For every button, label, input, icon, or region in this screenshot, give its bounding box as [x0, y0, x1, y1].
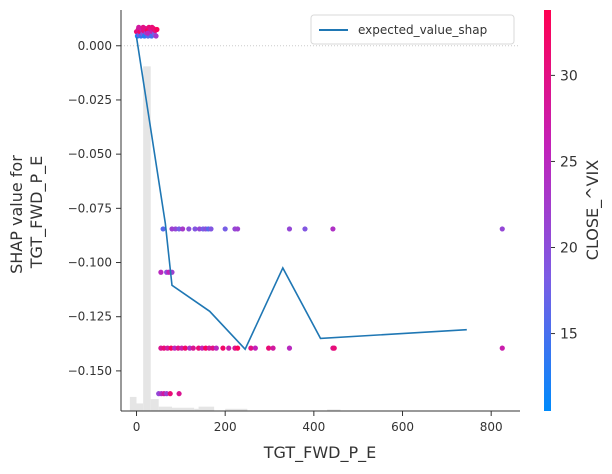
data-point [330, 226, 336, 232]
data-point [145, 30, 151, 36]
data-point [286, 345, 293, 351]
data-point [499, 226, 505, 232]
expected-value-line [135, 36, 467, 351]
colorbar: 15 20 25 30 CLOSE_^VIX [544, 10, 603, 411]
data-point [153, 33, 159, 39]
histogram-bar [327, 409, 341, 411]
x-tick-label: 800 [480, 420, 503, 434]
y-tick-label: −0.150 [68, 364, 112, 378]
colorbar-label: CLOSE_^VIX [583, 160, 603, 260]
y-tick-label: −0.025 [68, 93, 112, 107]
histogram-bar [198, 406, 215, 411]
x-tick-label: 600 [391, 420, 414, 434]
data-point [140, 24, 146, 30]
data-point [226, 345, 232, 351]
y-axis-ticks: 0.000 −0.025 −0.050 −0.075 −0.100 −0.125 −0.15… [68, 39, 121, 378]
histogram-bar [158, 406, 172, 411]
y-tick-label: −0.125 [68, 310, 112, 324]
data-point [192, 226, 198, 232]
data-point [149, 24, 155, 30]
data-point [154, 26, 160, 33]
data-point [158, 269, 164, 275]
data-point [266, 345, 272, 351]
legend-label: expected_value_shap [358, 23, 487, 37]
legend-box [310, 14, 515, 45]
data-point [176, 391, 182, 397]
histogram-bar [136, 403, 144, 411]
data-point [234, 345, 241, 351]
histogram-bar [129, 396, 137, 411]
data-point [160, 226, 166, 232]
data-point [499, 345, 505, 351]
data-point [182, 345, 188, 351]
x-tick-label: 200 [214, 420, 237, 434]
data-point [252, 345, 258, 351]
data-point [234, 226, 241, 232]
y-axis-label: SHAP value for TGT_FWD_P_E [7, 150, 47, 274]
colorbar-gradient [544, 10, 551, 411]
x-tick-label: 400 [302, 420, 325, 434]
colorbar-tick-label: 20 [560, 241, 578, 257]
data-point [190, 345, 196, 351]
data-point [208, 226, 214, 232]
histogram-bar [150, 399, 159, 411]
data-point [331, 345, 337, 351]
data-point [213, 345, 219, 351]
histogram [129, 66, 341, 412]
data-point [302, 226, 308, 232]
colorbar-tick-label: 30 [560, 68, 578, 84]
x-axis-label: TGT_FWD_P_E [263, 443, 376, 463]
data-point [136, 24, 142, 30]
histogram-bar [171, 407, 195, 411]
histogram-bar [225, 408, 248, 411]
x-axis-ticks: 0 200 400 600 800 [133, 411, 503, 434]
scatter-points [133, 24, 505, 397]
data-point [286, 226, 293, 232]
data-point [180, 226, 186, 232]
axes: 0 200 400 600 800 0.000 −0.025 −0.050 −0.075 −0.… [68, 10, 520, 434]
y-axis-label-line-1: SHAP value for [7, 155, 26, 274]
x-tick-label: 0 [133, 420, 141, 434]
data-point [248, 345, 254, 351]
legend: expected_value_shap [310, 14, 515, 45]
data-point [186, 226, 192, 232]
colorbar-ticks: 15 20 25 30 [551, 68, 578, 343]
colorbar-tick-label: 15 [560, 327, 578, 343]
y-axis-label-line-2: TGT_FWD_P_E [27, 156, 47, 269]
data-point [167, 391, 173, 397]
data-point [220, 345, 226, 351]
data-point [270, 345, 276, 351]
data-point [222, 226, 228, 232]
y-tick-label: −0.050 [68, 147, 112, 161]
histogram-bar [143, 66, 151, 412]
y-tick-label: −0.100 [68, 256, 112, 270]
y-tick-label: 0.000 [78, 39, 112, 53]
y-tick-label: −0.075 [68, 201, 112, 215]
colorbar-tick-label: 25 [560, 154, 578, 170]
